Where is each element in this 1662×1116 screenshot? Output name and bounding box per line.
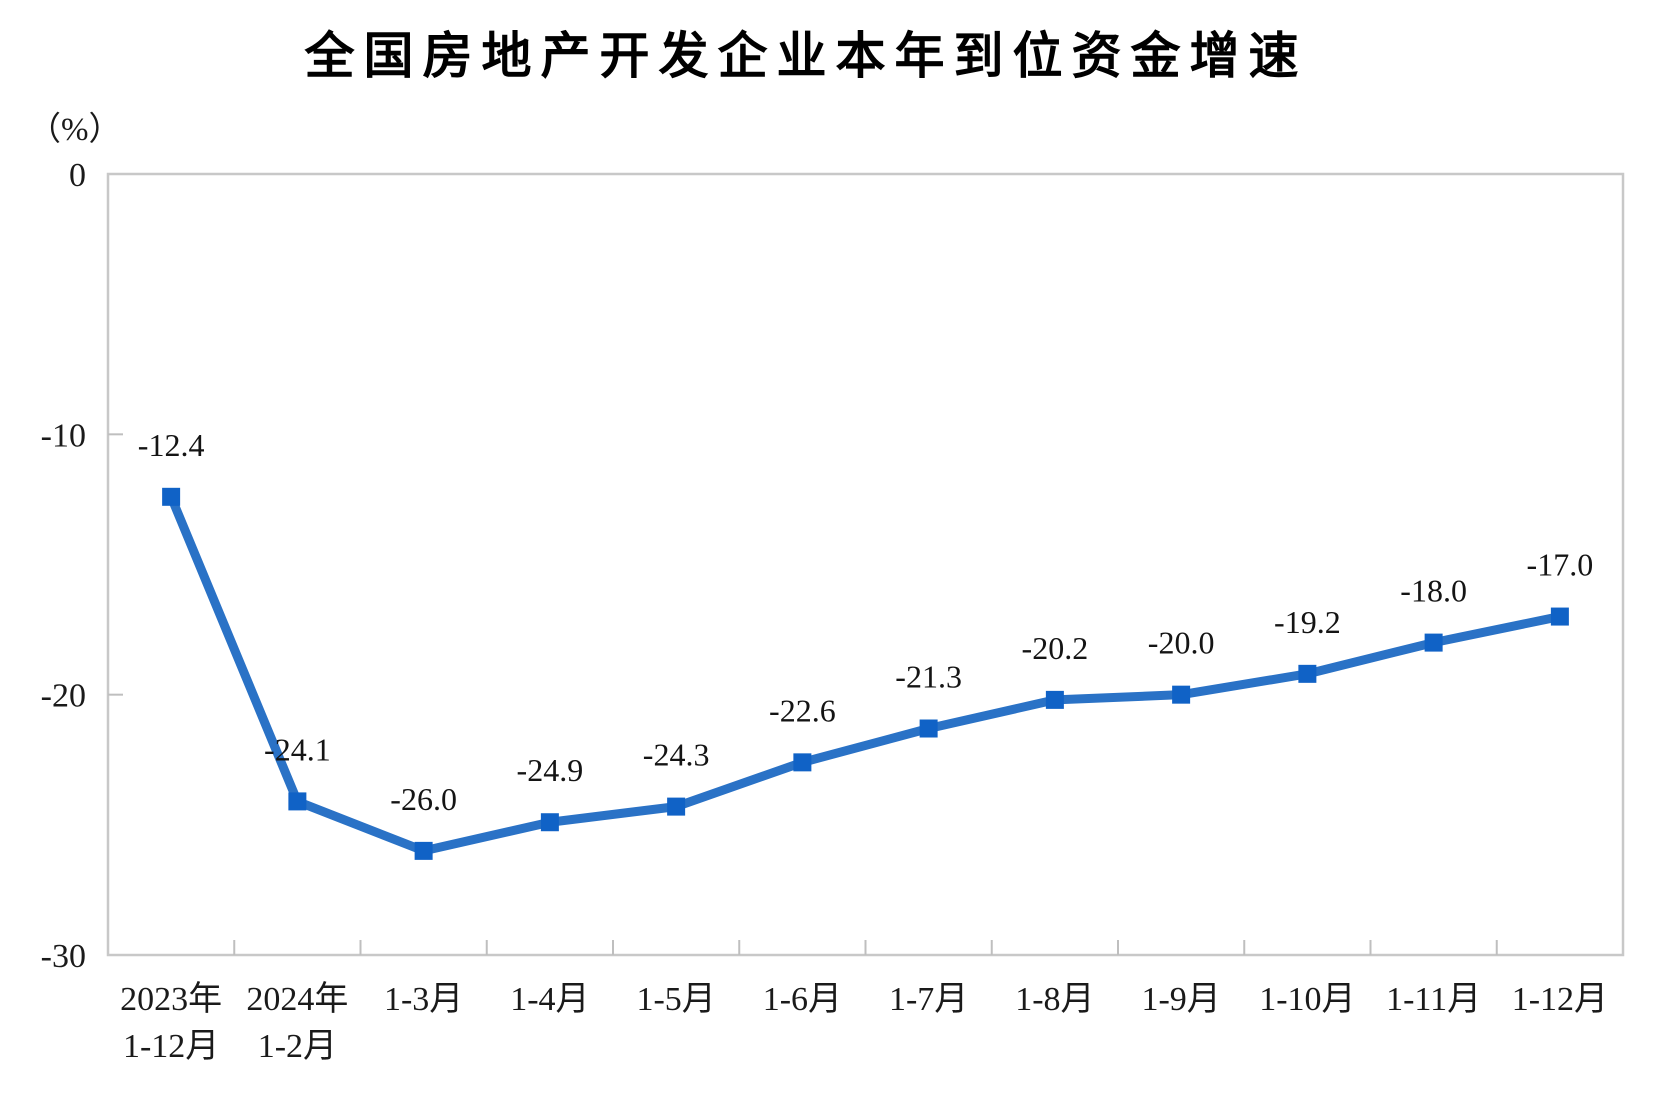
data-point-marker <box>414 841 433 860</box>
data-point-marker <box>1424 633 1443 652</box>
data-label: -24.1 <box>264 731 331 767</box>
x-tick-label: 2023年 <box>120 980 222 1018</box>
y-tick-label: -20 <box>41 678 86 715</box>
data-label: -26.0 <box>390 781 457 817</box>
x-tick-label: 1-7月 <box>889 981 968 1018</box>
y-tick-label: -30 <box>41 938 86 975</box>
x-tick-label: 1-9月 <box>1141 981 1220 1018</box>
x-tick-label: 1-12月 <box>1512 981 1608 1018</box>
data-label: -20.2 <box>1022 630 1089 666</box>
data-point-marker <box>1172 685 1191 704</box>
data-label: -19.2 <box>1274 604 1341 640</box>
y-axis-unit-label: （%） <box>28 112 122 148</box>
data-label: -18.0 <box>1400 573 1467 609</box>
x-tick-label: 1-5月 <box>636 981 715 1018</box>
data-point-marker <box>1045 690 1064 709</box>
x-tick-label: 1-12月 <box>123 1028 219 1065</box>
plot-border <box>106 172 1625 957</box>
plot-area: 0 -10 -20 -30 2023年 1-12月 2024年 1-2月 1-3月 1-4月 1-5… <box>41 157 1625 1065</box>
data-point-marker <box>667 797 686 816</box>
y-tick-label: 0 <box>69 157 86 194</box>
data-point-marker <box>1550 607 1569 626</box>
x-tick-label: 1-10月 <box>1259 981 1355 1018</box>
x-tick-label: 1-3月 <box>384 981 463 1018</box>
data-label: -24.9 <box>517 752 584 788</box>
data-point-marker <box>162 487 181 506</box>
x-tick-label: 1-4月 <box>510 981 589 1018</box>
y-tick-label: -10 <box>41 417 86 454</box>
data-point-marker <box>1298 664 1317 683</box>
x-tick-label: 1-2月 <box>258 1028 337 1065</box>
data-point-marker <box>919 719 938 738</box>
data-label: -24.3 <box>643 737 710 773</box>
series-line <box>166 492 1565 856</box>
data-point-marker <box>540 813 559 832</box>
data-point-marker <box>793 753 812 772</box>
chart-title: 全国房地产开发企业本年到位资金增速 <box>304 28 1308 84</box>
x-tick-label: 1-8月 <box>1015 981 1094 1018</box>
x-tick-label: 1-6月 <box>763 981 842 1018</box>
data-label: -17.0 <box>1527 547 1594 583</box>
data-label: -22.6 <box>769 692 836 728</box>
x-tick-label: 2024年 <box>246 980 348 1018</box>
x-tick-label: 1-11月 <box>1386 981 1481 1018</box>
data-label: -21.3 <box>895 659 962 695</box>
data-label: -12.4 <box>138 427 205 463</box>
data-point-marker <box>288 792 307 811</box>
data-label: -20.0 <box>1148 625 1215 661</box>
